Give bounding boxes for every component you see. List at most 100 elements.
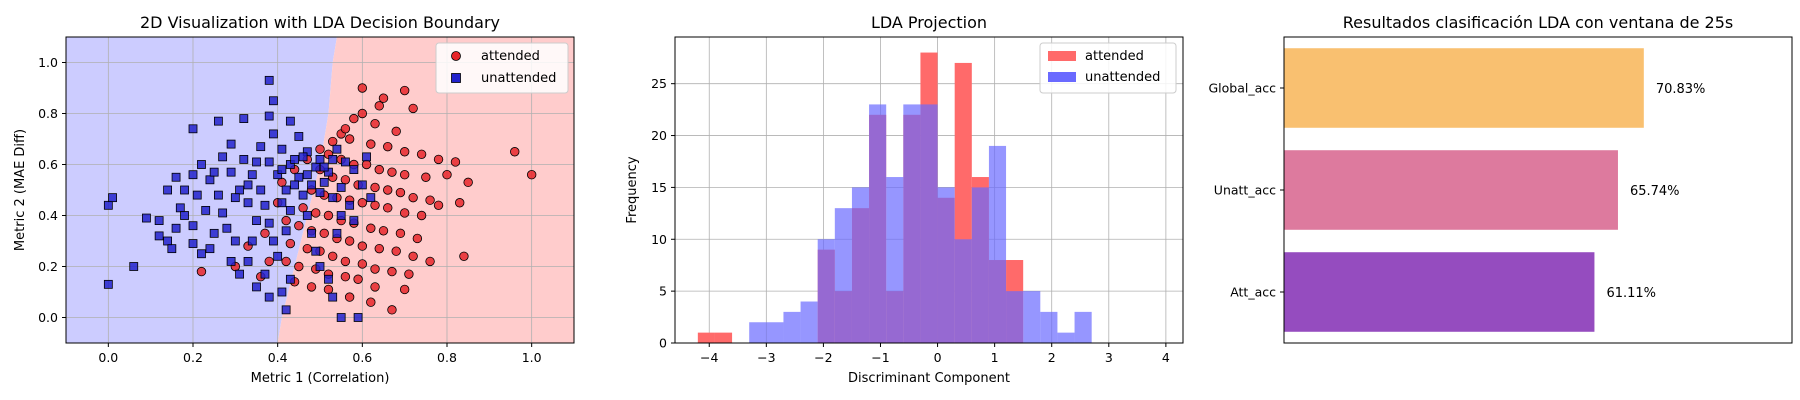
attended-point bbox=[442, 169, 452, 180]
y-tick-label: 25 bbox=[651, 76, 667, 91]
y-tick-label: 0 bbox=[659, 336, 667, 351]
attended-point bbox=[370, 200, 380, 211]
unattended-point bbox=[336, 183, 346, 192]
legend-attended-label: attended bbox=[1085, 49, 1144, 64]
unattended-point bbox=[307, 180, 316, 190]
accuracy-bar bbox=[1284, 252, 1595, 332]
unattended-hist-bar bbox=[869, 104, 887, 343]
unattended-point bbox=[298, 190, 308, 200]
unattended-hist-bar bbox=[766, 322, 784, 343]
attended-point bbox=[510, 147, 520, 157]
unattended-point bbox=[294, 172, 304, 182]
attended-point bbox=[408, 192, 418, 203]
x-tick-label: 1 bbox=[991, 350, 999, 365]
unattended-hist-bar bbox=[800, 301, 818, 343]
x-tick-label: 0 bbox=[934, 350, 942, 365]
attended-point bbox=[433, 200, 444, 211]
legend-attended-label: attended bbox=[481, 49, 540, 64]
unattended-hist-bar bbox=[988, 145, 1007, 343]
attended-point bbox=[340, 272, 351, 282]
scatter-ticks: 0.0 0.2 0.4 0.6 0.8 1.0 0.0 0.2 0.4 0.6 0.8 1.0 bbox=[38, 55, 542, 365]
attended-point bbox=[294, 220, 304, 231]
unattended-point bbox=[277, 287, 287, 297]
histogram-axes-frame bbox=[674, 36, 1184, 344]
attended-point bbox=[349, 113, 359, 124]
accuracy-bar-chart: Resultados clasificación LDA con ventana… bbox=[1208, 13, 1793, 344]
unattended-point bbox=[349, 216, 359, 226]
unattended-point bbox=[243, 198, 253, 208]
attended-point bbox=[395, 187, 406, 198]
unattended-point bbox=[142, 213, 151, 223]
attended-point bbox=[344, 236, 355, 246]
histogram-bars bbox=[697, 52, 1092, 344]
attended-point bbox=[260, 228, 270, 239]
unattended-point bbox=[226, 167, 236, 177]
unattended-hist-bar bbox=[903, 104, 921, 343]
unattended-point bbox=[188, 170, 198, 180]
unattended-point bbox=[328, 193, 338, 203]
unattended-hist-bar bbox=[886, 177, 904, 343]
unattended-point bbox=[213, 116, 223, 126]
attended-point bbox=[323, 210, 334, 221]
attended-point bbox=[433, 154, 444, 165]
unattended-point bbox=[256, 185, 266, 195]
histogram-title: LDA Projection bbox=[871, 13, 987, 32]
histogram-xlabel: Discriminant Component bbox=[848, 371, 1010, 386]
unattended-point bbox=[163, 185, 173, 195]
unattended-point bbox=[188, 221, 198, 231]
histogram-ylabel: Frequency bbox=[625, 156, 640, 223]
unattended-point bbox=[290, 154, 300, 164]
unattended-point bbox=[197, 249, 206, 259]
attended-point bbox=[357, 259, 368, 269]
unattended-point bbox=[103, 279, 113, 289]
unattended-point bbox=[319, 162, 329, 172]
histogram-ticks: −4 −3 −2 −1 0 1 2 3 4 0 5 10 15 20 25 bbox=[651, 76, 1170, 365]
unattended-point bbox=[366, 193, 376, 203]
unattended-point bbox=[205, 244, 215, 254]
attended-point bbox=[383, 141, 393, 152]
unattended-point bbox=[264, 218, 274, 228]
unattended-point bbox=[362, 152, 371, 162]
attended-hist-bar bbox=[697, 332, 715, 343]
unattended-point bbox=[201, 205, 211, 215]
unattended-point bbox=[243, 256, 253, 266]
accuracy-bars: 70.83% 65.74% 61.11% bbox=[1284, 48, 1705, 332]
unattended-point bbox=[247, 236, 257, 246]
attended-point bbox=[391, 126, 401, 137]
y-tick-label: 10 bbox=[651, 232, 667, 247]
unattended-point bbox=[311, 246, 321, 256]
y-tick-label: 15 bbox=[651, 180, 667, 195]
attended-point bbox=[391, 246, 401, 256]
attended-point bbox=[416, 210, 427, 221]
unattended-point bbox=[175, 203, 185, 213]
histogram-legend: attended unattended bbox=[1039, 42, 1177, 94]
x-tick-label: 0.6 bbox=[352, 350, 372, 365]
unattended-point bbox=[349, 165, 359, 175]
unattended-point bbox=[345, 200, 355, 210]
attended-point bbox=[370, 182, 380, 193]
unattended-hist-bar bbox=[920, 104, 938, 343]
unattended-point bbox=[222, 223, 232, 233]
attended-point bbox=[399, 208, 410, 218]
attended-point bbox=[344, 292, 355, 302]
unattended-point bbox=[264, 157, 274, 167]
attended-point bbox=[383, 203, 393, 213]
attended-point bbox=[311, 208, 321, 218]
attended-point bbox=[374, 164, 384, 175]
unattended-point bbox=[277, 144, 287, 154]
attended-point bbox=[340, 256, 351, 267]
unattended-point bbox=[264, 292, 274, 302]
attended-point bbox=[344, 134, 355, 144]
unattended-point bbox=[226, 256, 236, 266]
x-tick-label: 1.0 bbox=[522, 350, 542, 365]
attended-point bbox=[387, 266, 397, 277]
unattended-point bbox=[260, 269, 270, 279]
attended-point bbox=[374, 243, 384, 254]
legend-unattended-marker bbox=[451, 73, 461, 83]
attended-point bbox=[378, 226, 389, 236]
unattended-point bbox=[328, 292, 338, 302]
unattended-point bbox=[218, 152, 228, 162]
attended-point bbox=[425, 256, 435, 267]
category-label: Att_acc bbox=[1230, 285, 1276, 300]
unattended-point bbox=[192, 190, 202, 200]
